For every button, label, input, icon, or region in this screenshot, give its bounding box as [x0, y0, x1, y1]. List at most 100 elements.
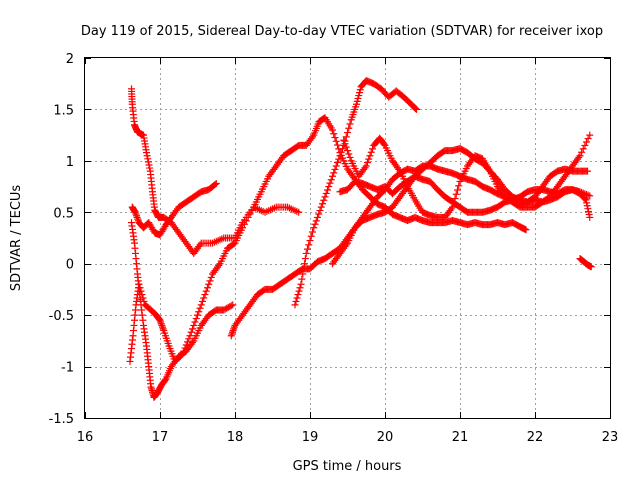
x-tick-label: 21	[452, 430, 469, 445]
data-point	[139, 294, 147, 302]
data-point	[199, 297, 206, 305]
data-point	[362, 162, 370, 170]
data-point	[179, 350, 186, 358]
data-point	[207, 273, 215, 281]
data-point	[578, 188, 586, 196]
data-point	[311, 220, 319, 228]
y-tick-label: 0.5	[53, 206, 74, 221]
data-point	[187, 328, 195, 336]
data-point	[138, 311, 146, 319]
data-point	[224, 303, 232, 311]
data-point	[346, 153, 354, 161]
chart-title: Day 119 of 2015, Sidereal Day-to-day VTE…	[81, 24, 603, 39]
data-point	[586, 131, 594, 139]
data-point	[205, 280, 213, 288]
data-point	[579, 145, 587, 153]
data-point	[581, 190, 589, 198]
series-track-i	[336, 172, 594, 216]
data-point	[221, 305, 229, 313]
data-point	[229, 327, 237, 335]
data-point	[447, 205, 455, 213]
data-point	[319, 200, 326, 208]
data-point	[584, 191, 592, 199]
data-point	[156, 316, 164, 324]
x-tick-label: 17	[152, 430, 169, 445]
data-point	[202, 287, 210, 295]
y-tick-label: 2	[66, 52, 74, 67]
data-point	[134, 215, 142, 223]
data-point	[227, 302, 235, 310]
data-point	[321, 193, 329, 201]
data-point	[312, 217, 320, 225]
data-point	[307, 232, 315, 240]
x-tick-label: 18	[227, 430, 244, 445]
data-point	[301, 255, 309, 263]
data-point	[182, 341, 190, 349]
y-tick-label: -1	[61, 361, 74, 376]
y-tick-label: -0.5	[49, 309, 74, 324]
data-point	[305, 241, 313, 249]
data-point	[145, 161, 153, 169]
data-point	[189, 325, 196, 333]
data-point	[584, 135, 592, 143]
data-point	[191, 318, 199, 326]
data-point	[296, 284, 304, 292]
data-point	[157, 320, 165, 328]
data-point	[332, 162, 340, 170]
data-point	[161, 376, 169, 384]
data-point	[291, 301, 299, 309]
series-track-j	[576, 255, 595, 271]
data-point	[310, 224, 318, 232]
data-point	[143, 152, 151, 160]
y-tick-label: -1.5	[49, 412, 74, 427]
data-point	[309, 133, 316, 141]
data-point	[180, 347, 188, 355]
data-point	[314, 213, 321, 221]
data-point	[584, 167, 591, 175]
x-tick-label: 20	[377, 430, 394, 445]
data-point	[576, 188, 584, 196]
data-point	[194, 311, 201, 319]
data-point	[380, 140, 388, 148]
data-point	[192, 315, 200, 323]
data-point	[143, 149, 150, 157]
data-point	[304, 245, 311, 253]
data-point	[322, 189, 330, 197]
data-point	[334, 159, 341, 167]
data-point	[583, 138, 590, 146]
data-point	[345, 124, 353, 132]
data-point	[189, 339, 196, 347]
data-point	[229, 301, 237, 309]
data-point	[361, 164, 369, 172]
data-point	[220, 306, 228, 314]
data-point	[211, 181, 219, 189]
data-point	[324, 186, 331, 194]
data-point	[339, 145, 346, 153]
data-point	[228, 330, 236, 338]
data-point	[320, 196, 328, 204]
data-point	[295, 208, 303, 216]
data-point	[133, 212, 140, 220]
data-point	[159, 325, 167, 333]
data-point	[301, 260, 308, 268]
data-point	[293, 294, 301, 302]
data-point	[334, 141, 341, 149]
x-tick-label: 22	[527, 430, 544, 445]
data-point	[139, 316, 147, 324]
y-tick-label: 1	[66, 155, 74, 170]
data-point	[295, 287, 303, 295]
data-point	[581, 141, 589, 149]
data-point	[455, 182, 463, 190]
data-point	[136, 284, 144, 292]
data-point	[578, 148, 586, 156]
data-point	[227, 332, 235, 340]
data-point	[138, 306, 146, 314]
data-point	[412, 105, 420, 113]
data-point	[159, 323, 166, 331]
data-point	[366, 152, 374, 160]
data-point	[586, 192, 594, 200]
data-point	[337, 148, 345, 156]
data-point	[329, 126, 336, 134]
data-point	[137, 287, 145, 295]
